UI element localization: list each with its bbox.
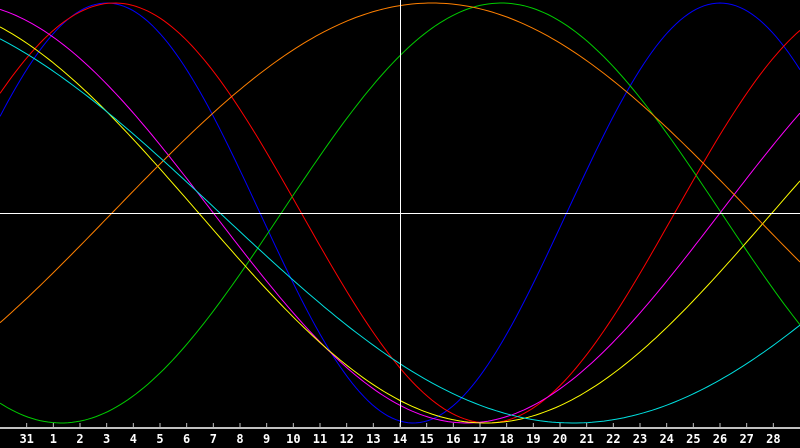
x-tick-label: 8: [236, 432, 243, 446]
x-tick-label: 2: [76, 432, 83, 446]
x-tick-label: 24: [659, 432, 673, 446]
x-tick-label: 19: [526, 432, 540, 446]
x-tick-label: 12: [339, 432, 353, 446]
x-tick-label: 18: [499, 432, 513, 446]
x-tick-label: 28: [766, 432, 780, 446]
x-tick-label: 5: [156, 432, 163, 446]
x-tick-label: 9: [263, 432, 270, 446]
x-tick-label: 21: [579, 432, 593, 446]
x-tick-label: 17: [473, 432, 487, 446]
x-tick-label: 22: [606, 432, 620, 446]
x-tick-label: 14: [393, 432, 407, 446]
x-ticks: 31 1 2 3 4 5 6 7 8 9 10 11 12 13 14 15 16 17 18 19 20 21 22 23 2…: [19, 423, 781, 446]
x-tick-label: 6: [183, 432, 190, 446]
x-tick-label: 31: [19, 432, 33, 446]
x-tick-label: 25: [686, 432, 700, 446]
x-tick-label: 13: [366, 432, 380, 446]
x-tick-label: 10: [286, 432, 300, 446]
x-tick-label: 15: [419, 432, 433, 446]
x-tick-label: 26: [713, 432, 727, 446]
x-tick-label: 20: [553, 432, 567, 446]
x-tick-label: 4: [130, 432, 137, 446]
x-tick-label: 16: [446, 432, 460, 446]
x-tick-label: 27: [739, 432, 753, 446]
x-tick-label: 3: [103, 432, 110, 446]
x-tick-label: 23: [633, 432, 647, 446]
x-tick-label: 1: [50, 432, 57, 446]
x-tick-label: 11: [313, 432, 327, 446]
x-tick-label: 7: [210, 432, 217, 446]
